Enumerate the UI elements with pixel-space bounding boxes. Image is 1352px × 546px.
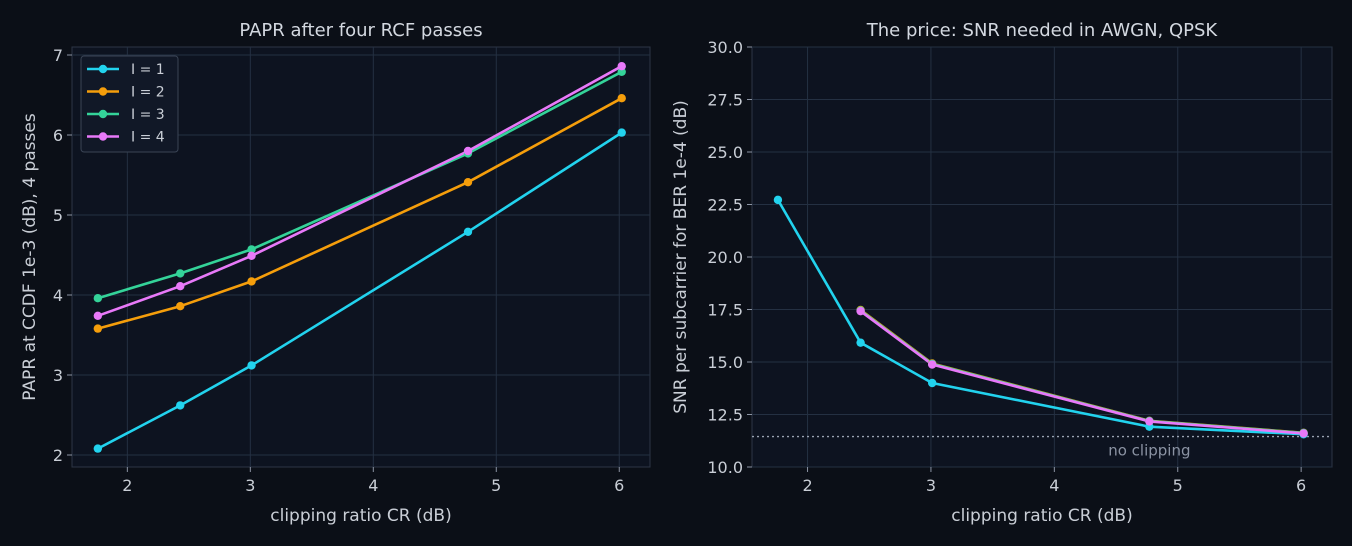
data-point-series-4 [176,282,185,291]
x-tick-label: 2 [122,476,132,495]
y-tick-label: 30.0 [707,38,743,57]
legend-swatch-marker [98,87,108,96]
legend: I = 1 I = 2 I = 3 I = 4 [80,55,179,153]
data-point-series-4 [1145,417,1154,426]
legend-swatch-marker [98,109,108,119]
data-point-series-2 [617,94,626,103]
legend-swatch-marker [98,64,108,74]
data-point-series-4 [617,61,626,71]
y-tick-label: 20.0 [707,248,743,267]
legend-entry: I = 4 [131,130,165,146]
data-point-series-1 [773,195,783,205]
x-tick-label: 4 [1049,476,1059,495]
chart-snr: 2 3 4 5 6 10.0 12.5 15.0 17.5 20.0 22.5 25.0 27.5 30.… [671,20,1333,526]
data-point-series-2 [247,277,256,286]
x-tick-label: 3 [926,476,936,495]
data-point-series-1 [93,444,103,453]
y-tick-label: 3 [53,366,63,385]
chart-title: PAPR after four RCF passes [239,20,482,41]
y-tick-label: 15.0 [707,353,743,372]
y-tick-label: 7 [53,46,63,65]
data-point-series-1 [247,361,256,370]
data-point-series-1 [463,227,473,236]
series-line-4 [859,309,1305,435]
y-tick-label: 6 [53,126,63,145]
y-axis-label: PAPR at CCDF 1e-3 (dB), 4 passes [20,113,40,401]
data-point-series-1 [176,401,185,410]
data-point-series-4 [927,360,937,369]
y-axis-label: SNR per subcarrier for BER 1e-4 (dB) [671,100,691,414]
y-tick-label: 2 [53,446,63,465]
legend-box [80,55,179,153]
x-tick-label: 5 [1173,476,1183,495]
y-tick-label: 22.5 [707,196,743,215]
x-tick-label: 4 [368,476,378,495]
data-point-series-4 [247,251,256,260]
x-tick-label: 6 [1296,476,1306,495]
data-point-series-2 [176,302,185,311]
data-point-series-4 [93,311,103,320]
legend-entry: I = 2 [131,85,165,101]
x-axis-label: clipping ratio CR (dB) [951,506,1132,526]
y-tick-label: 27.5 [707,91,743,110]
data-point-series-4 [463,146,473,156]
reference-line-label: no clipping [1108,442,1190,460]
data-point-series-1 [927,378,937,388]
y-tick-label: 10.0 [707,458,743,477]
chart-title: The price: SNR needed in AWGN, QPSK [866,20,1219,41]
y-tick-label: 17.5 [707,301,743,320]
data-point-series-1 [617,128,626,137]
x-tick-label: 6 [614,476,624,495]
legend-entry: I = 1 [131,62,165,78]
legend-entry: I = 3 [131,107,165,123]
y-tick-label: 12.5 [707,406,743,425]
x-tick-label: 3 [245,476,255,495]
y-tick-label: 25.0 [707,143,743,162]
y-tick-label: 4 [53,286,63,305]
legend-swatch-marker [98,132,108,141]
data-point-series-2 [93,324,103,333]
data-point-series-4 [856,306,865,316]
data-point-series-1 [856,338,865,347]
data-point-series-3 [247,245,256,254]
y-tick-label: 5 [53,206,63,225]
data-point-series-4 [1299,429,1308,438]
data-point-series-2 [463,178,473,187]
chart-papr: 2 3 4 5 6 2 3 4 5 6 7 PAPR after four RCF passes c… [20,20,651,526]
x-axis-label: clipping ratio CR (dB) [270,506,451,526]
x-tick-label: 2 [802,476,812,495]
data-point-series-3 [93,294,103,303]
data-point-series-3 [176,269,185,278]
x-tick-label: 5 [491,476,501,495]
